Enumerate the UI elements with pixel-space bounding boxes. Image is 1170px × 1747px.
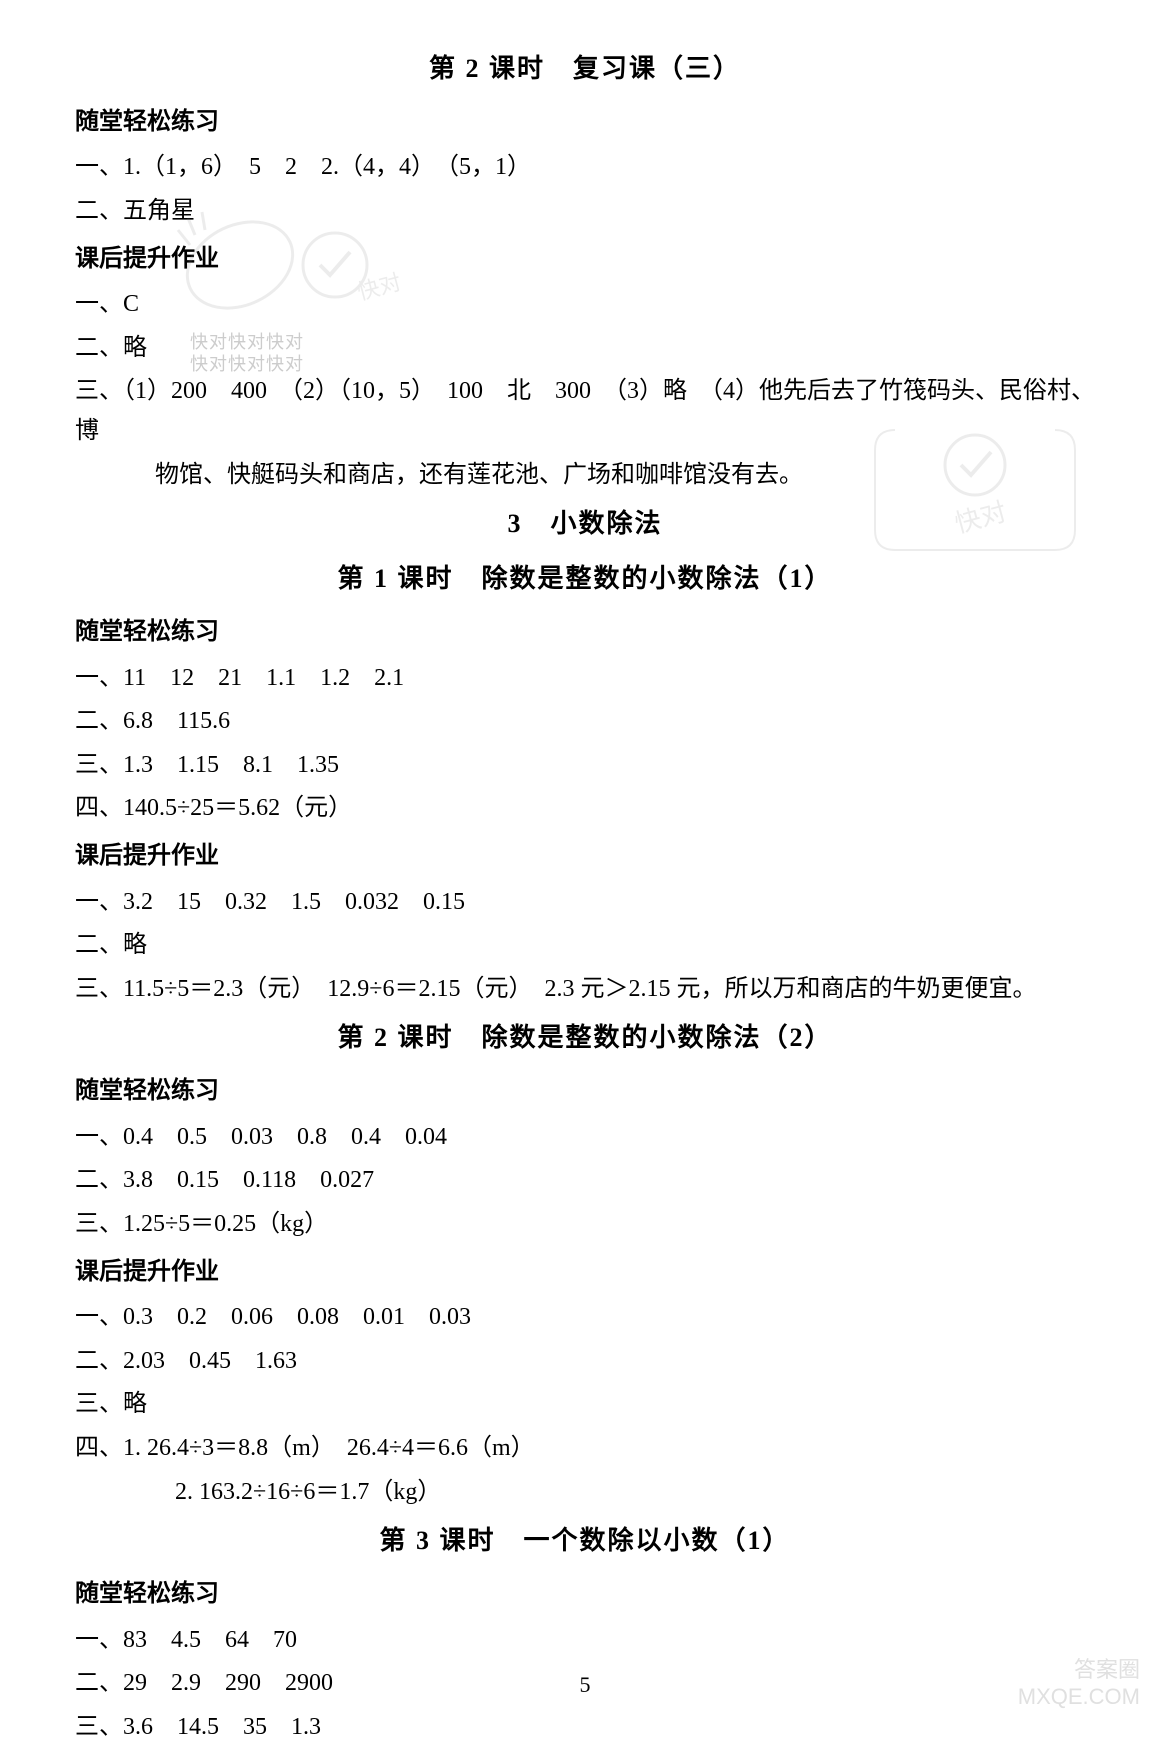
answer-line: 二、五角星 [75, 192, 1095, 232]
section-header: 课后提升作业 [75, 240, 1095, 280]
answer-line: 四、1. 26.4÷3＝8.8（m） 26.4÷4＝6.6（m） [75, 1429, 1095, 1469]
answer-line: 一、1.（1，6） 5 2 2.（4，4） （5，1） [75, 148, 1095, 188]
answer-line: 二、6.8 115.6 [75, 702, 1095, 742]
answer-line: 二、略 [75, 926, 1095, 966]
answer-line: 物馆、快艇码头和商店，还有莲花池、广场和咖啡馆没有去。 [75, 456, 1095, 496]
answer-line: 三、1.3 1.15 8.1 1.35 [75, 746, 1095, 786]
answer-line: 三、1.25÷5＝0.25（kg） [75, 1205, 1095, 1245]
answer-line: 二、2.03 0.45 1.63 [75, 1342, 1095, 1382]
section-header: 随堂轻松练习 [75, 103, 1095, 143]
section-header: 课后提升作业 [75, 837, 1095, 877]
answer-line: 四、140.5÷25＝5.62（元） [75, 789, 1095, 829]
answer-line: 一、0.4 0.5 0.03 0.8 0.4 0.04 [75, 1118, 1095, 1158]
answer-line: 一、11 12 21 1.1 1.2 2.1 [75, 659, 1095, 699]
answer-line: 一、C [75, 285, 1095, 325]
page-number: 5 [0, 1667, 1170, 1703]
title-chapter3: 3 小数除法 [75, 503, 1095, 546]
answer-line: 三、（1）200 400 （2）（10，5） 100 北 300 （3）略 （4… [75, 372, 1095, 451]
title-lesson3-div3: 第 3 课时 一个数除以小数（1） [75, 1520, 1095, 1563]
section-header: 课后提升作业 [75, 1253, 1095, 1293]
answer-line: 一、3.2 15 0.32 1.5 0.032 0.15 [75, 883, 1095, 923]
title-lesson1-div1: 第 1 课时 除数是整数的小数除法（1） [75, 558, 1095, 601]
title-lesson2-div2: 第 2 课时 除数是整数的小数除法（2） [75, 1017, 1095, 1060]
section-header: 随堂轻松练习 [75, 1575, 1095, 1615]
title-lesson2-review3: 第 2 课时 复习课（三） [75, 48, 1095, 91]
watermark-text-1: 快对快对快对 快对快对快对 [190, 332, 304, 375]
answer-line: 三、11.5÷5＝2.3（元） 12.9÷6＝2.15（元） 2.3 元＞2.1… [75, 970, 1095, 1010]
answer-line: 一、0.3 0.2 0.06 0.08 0.01 0.03 [75, 1298, 1095, 1338]
answer-line: 三、略 [75, 1385, 1095, 1425]
answer-line: 三、3.6 14.5 35 1.3 [75, 1708, 1095, 1747]
section-header: 随堂轻松练习 [75, 613, 1095, 653]
answer-line: 二、3.8 0.15 0.118 0.027 [75, 1161, 1095, 1201]
section-header: 随堂轻松练习 [75, 1072, 1095, 1112]
answer-line: 2. 163.2÷16÷6＝1.7（kg） [75, 1473, 1095, 1513]
answer-line: 一、83 4.5 64 70 [75, 1621, 1095, 1661]
brand-watermark: 答案圈 MXQE.COM [1018, 1657, 1140, 1710]
